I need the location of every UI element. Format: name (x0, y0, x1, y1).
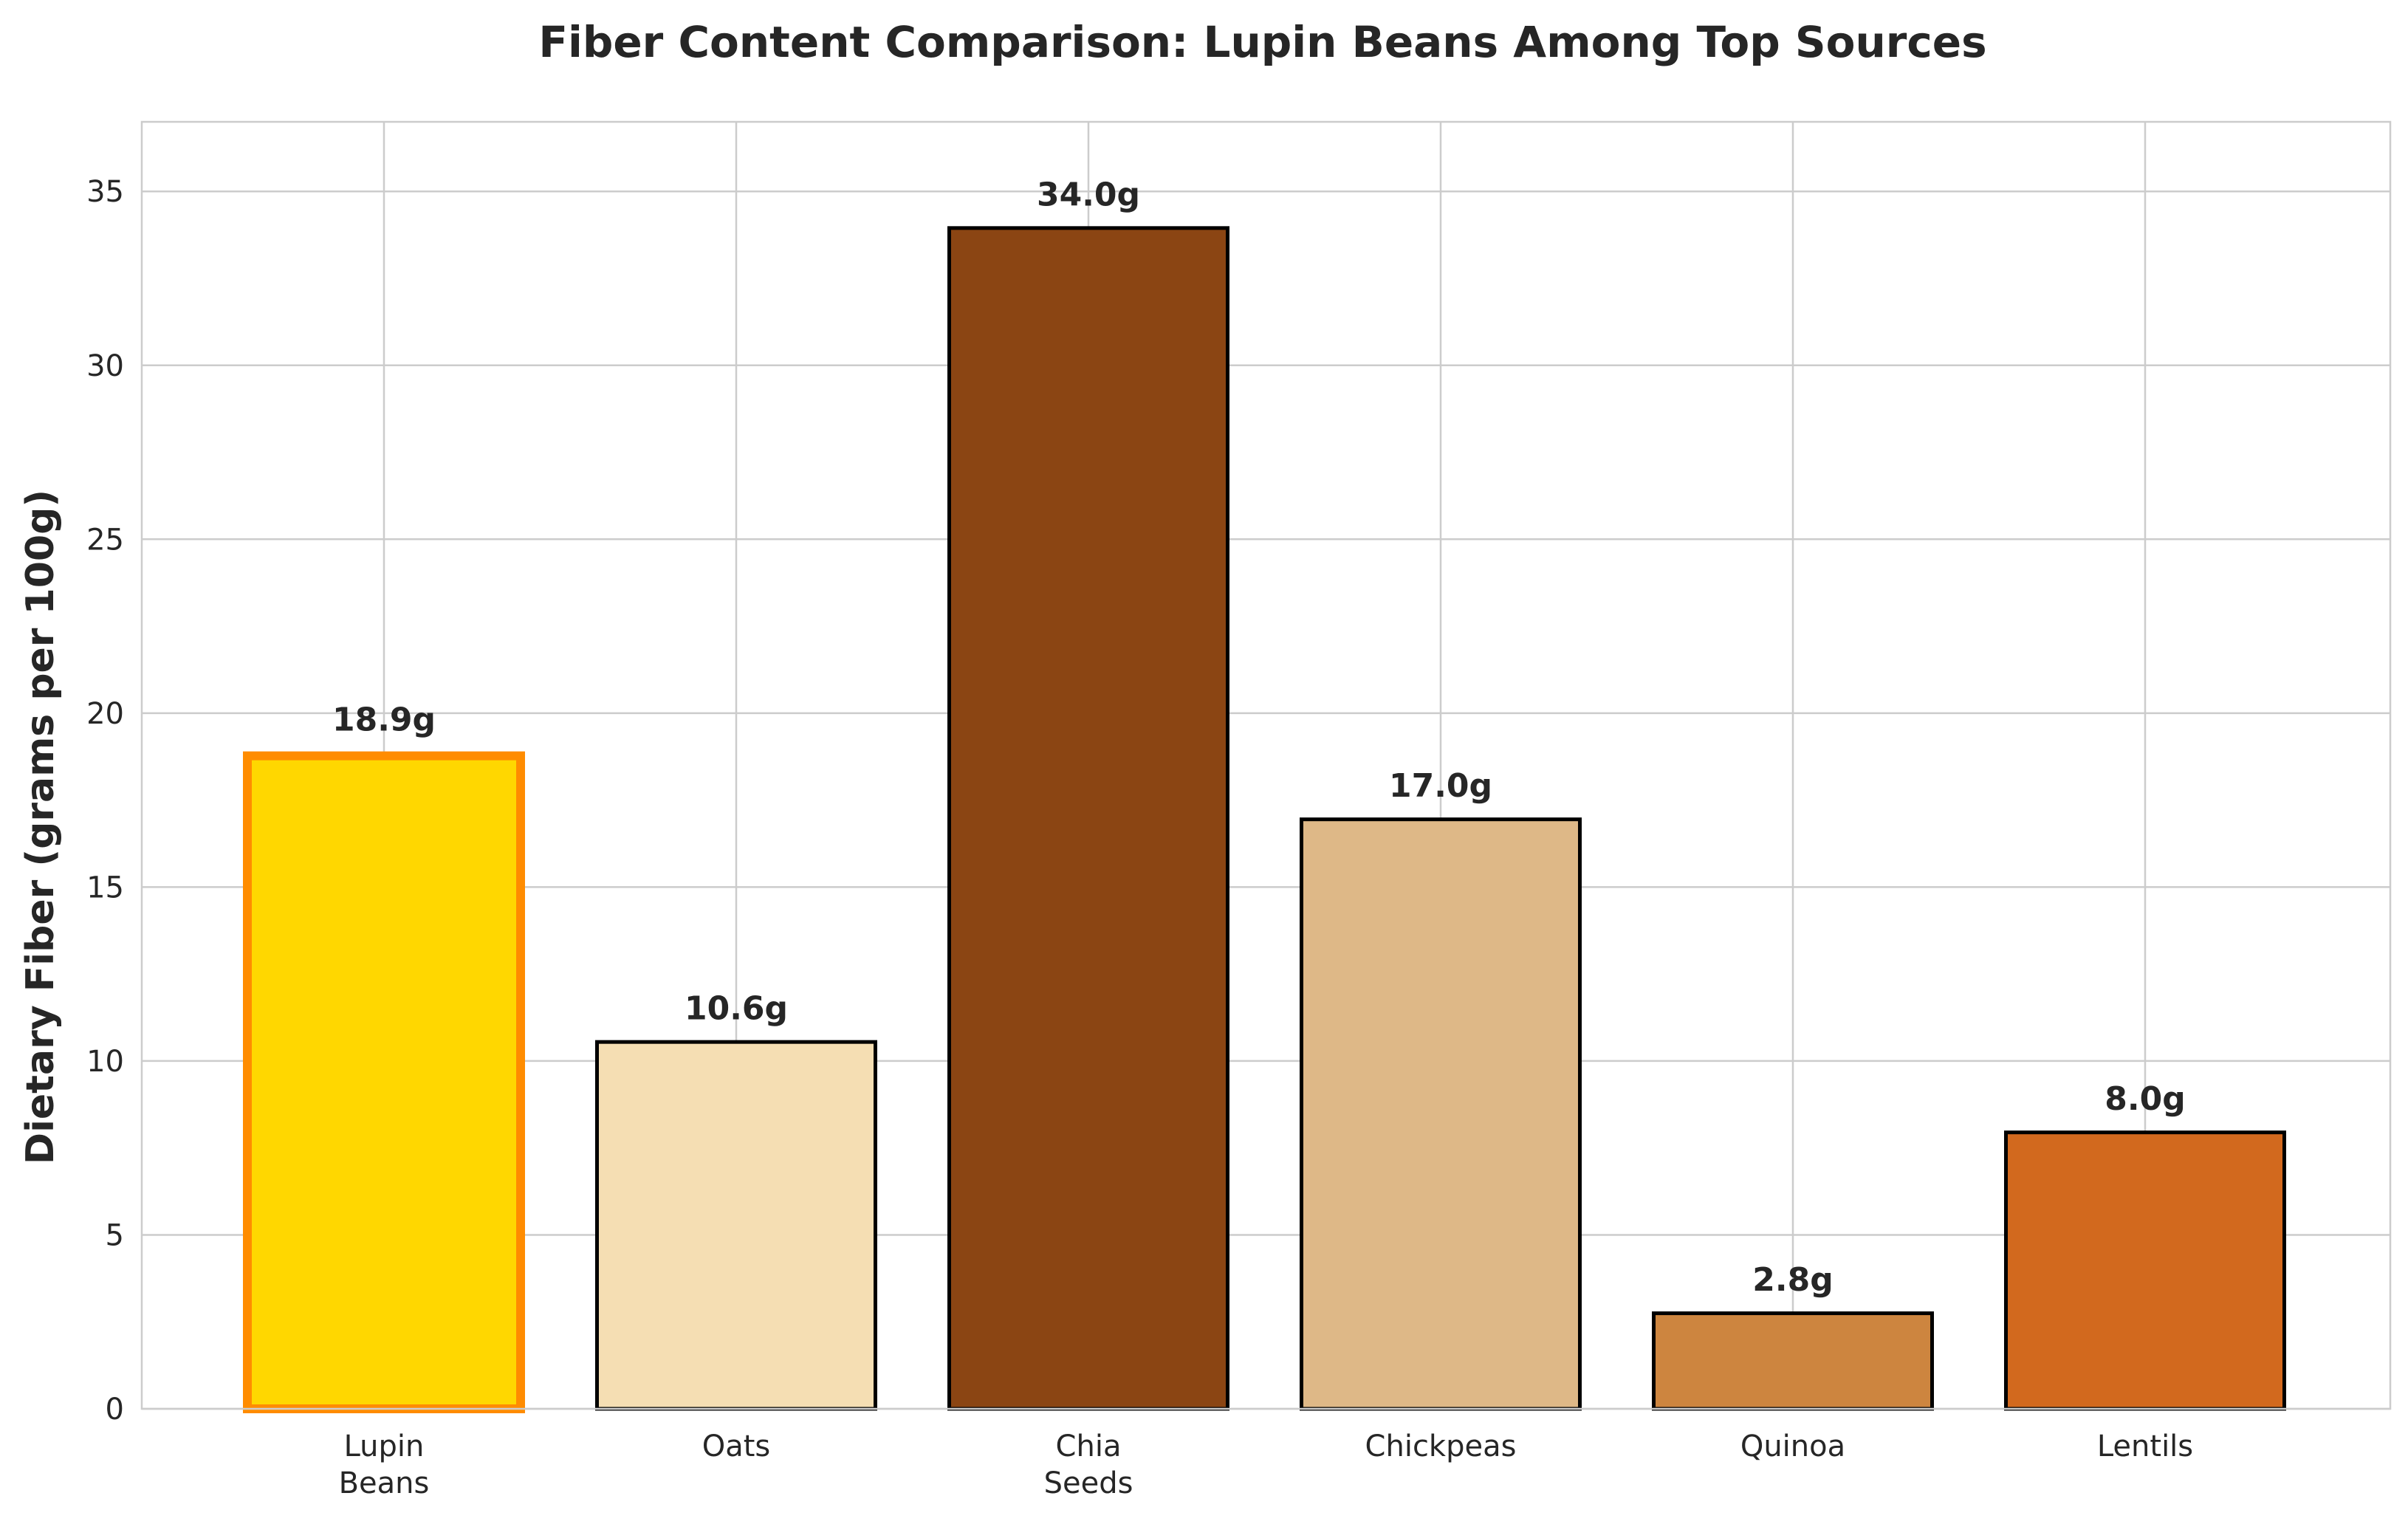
data-label: 18.9g (332, 701, 436, 739)
bar (2004, 1130, 2286, 1411)
bar (243, 751, 525, 1413)
x-tick-label-line: Oats (702, 1429, 771, 1463)
y-tick-label: 20 (86, 697, 124, 731)
x-tick-label: Lentils (2097, 1429, 2193, 1463)
y-tick-label: 0 (106, 1393, 124, 1427)
bar (947, 226, 1229, 1411)
data-label: 8.0g (2105, 1080, 2185, 1118)
y-tick-label: 30 (86, 349, 124, 383)
x-tick-label-line: Lupin (344, 1429, 425, 1463)
data-label: 17.0g (1389, 767, 1492, 805)
x-tick-label: Lupin Beans (339, 1429, 430, 1500)
x-tick-label-line: Chickpeas (1365, 1429, 1517, 1463)
bar (1652, 1311, 1934, 1411)
plot-frame (140, 120, 2392, 1410)
y-tick-label: 5 (106, 1218, 124, 1252)
x-tick-label: Oats (702, 1429, 771, 1463)
chart-title: Fiber Content Comparison: Lupin Beans Am… (538, 17, 1986, 67)
data-labels-layer: 18.9g 10.6g 34.0g 17.0g 2.8g 8.0g (332, 176, 2186, 1299)
x-tick-label-line: Chia (1056, 1429, 1122, 1463)
y-tick-label: 10 (86, 1045, 124, 1079)
y-axis-label: Dietary Fiber (grams per 100g) (18, 490, 63, 1164)
bars-layer (243, 226, 2286, 1413)
x-tick-label-line: Beans (339, 1466, 430, 1500)
data-label: 34.0g (1037, 176, 1140, 213)
y-tick-label: 25 (86, 523, 124, 557)
x-tick-label-line: Quinoa (1740, 1429, 1845, 1463)
x-tick-label: Chickpeas (1365, 1429, 1517, 1463)
data-label: 10.6g (685, 990, 788, 1028)
x-tick-label-line: Seeds (1044, 1466, 1133, 1500)
x-tick-label-line: Lentils (2097, 1429, 2193, 1463)
x-tick-label: Chia Seeds (1044, 1429, 1133, 1500)
y-tick-label: 15 (86, 871, 124, 905)
bar (1300, 817, 1582, 1411)
bar (595, 1040, 877, 1411)
data-label: 2.8g (1752, 1261, 1833, 1299)
y-tick-label: 35 (86, 175, 124, 209)
x-tick-label: Quinoa (1740, 1429, 1845, 1463)
